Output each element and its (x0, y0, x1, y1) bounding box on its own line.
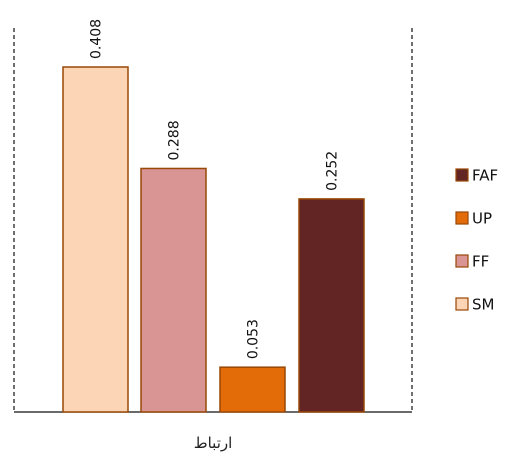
value-label-ff: 0.288 (167, 120, 183, 160)
bar-ff (140, 167, 207, 413)
legend-item-sm: SM (455, 296, 494, 314)
x-category-label: ارتباط (194, 434, 233, 452)
bar-sm (62, 66, 129, 413)
legend-label-sm: SM (472, 296, 494, 314)
legend-swatch-up (455, 211, 469, 225)
legend-swatch-ff (455, 254, 469, 268)
value-label-faf: 0.252 (325, 151, 341, 191)
legend-swatch-faf (455, 168, 469, 182)
legend-item-ff: FF (455, 253, 489, 271)
legend-item-up: UP (455, 210, 492, 228)
legend: FAF UP FF SM (455, 167, 498, 314)
bars-group (62, 66, 365, 413)
legend-item-faf: FAF (455, 167, 498, 185)
bar-up (219, 366, 286, 413)
value-label-sm: 0.408 (89, 19, 105, 59)
legend-swatch-sm (455, 297, 469, 311)
legend-label-up: UP (472, 210, 492, 228)
value-label-up: 0.053 (246, 319, 262, 359)
legend-label-ff: FF (472, 253, 489, 271)
bar-faf (298, 198, 365, 413)
value-labels-group: 0.408 0.288 0.053 0.252 (89, 19, 341, 359)
legend-label-faf: FAF (472, 167, 498, 185)
